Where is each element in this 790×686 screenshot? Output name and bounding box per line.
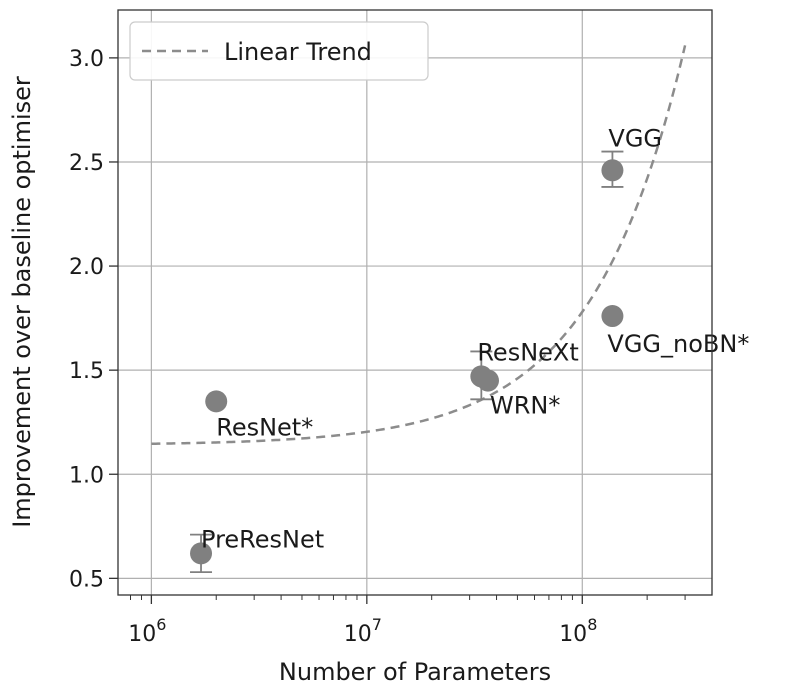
plot-frame: [117, 9, 713, 596]
point-wrn: [476, 369, 499, 392]
point-label-vgg-nobn: VGG_noBN*: [607, 330, 749, 358]
point-label-vgg: VGG: [608, 124, 662, 152]
legend: Linear Trend: [129, 21, 429, 81]
plot-area: [118, 10, 712, 595]
y-tick-label: 1.0: [69, 463, 104, 488]
minor-ticks: [129, 595, 686, 600]
legend-box: [129, 21, 429, 81]
point-label-wrn: WRN*: [490, 392, 560, 420]
point-preresnet: [190, 542, 213, 565]
point-resnet: [205, 390, 228, 413]
legend-entry-linear-trend: Linear Trend: [224, 38, 372, 66]
x-tick-label: 107: [344, 615, 382, 647]
point-label-preresnet: PreResNet: [201, 525, 324, 553]
y-tick-label: 3.0: [69, 47, 104, 72]
point-vgg: [601, 159, 624, 182]
point-label-resnext: ResNeXt: [477, 338, 578, 366]
data-points: PreResNet ResNet* ResNeXt WRN* VGG VGG_noBN*: [190, 124, 749, 573]
y-tick-label: 2.5: [69, 151, 104, 176]
y-axis-ticks: 0.5 1.0 1.5 2.0 2.5 3.0: [69, 47, 118, 592]
y-tick-label: 1.5: [69, 359, 104, 384]
x-tick-label: 108: [559, 615, 597, 647]
trend-line: [151, 45, 687, 446]
x-tick-label: 106: [128, 615, 166, 647]
y-tick-label: 2.0: [69, 255, 104, 280]
x-axis-ticks: 106 107 108: [128, 595, 597, 647]
y-tick-label: 0.5: [69, 567, 104, 592]
point-vgg-nobn: [601, 305, 624, 328]
y-axis-label: Improvement over baseline optimiser: [8, 76, 36, 528]
x-axis-label: Number of Parameters: [279, 658, 551, 686]
point-label-resnet: ResNet*: [216, 413, 313, 441]
